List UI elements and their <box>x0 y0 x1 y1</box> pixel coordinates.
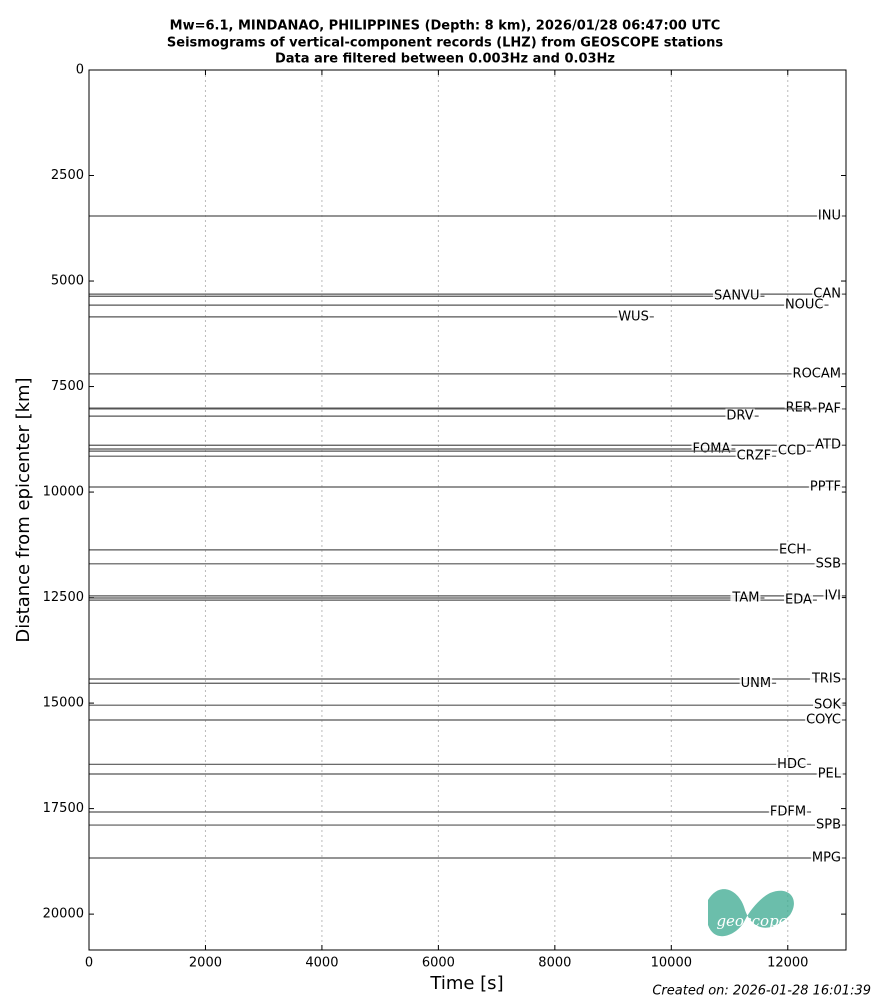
label-background <box>617 309 650 325</box>
label-background <box>783 297 825 313</box>
label-background <box>784 400 813 416</box>
x-tick-label: 4000 <box>305 956 338 971</box>
footer: Created on: 2026-01-28 16:01:39 <box>652 984 871 999</box>
station-label: CCD <box>778 444 806 459</box>
station-label: HDC <box>777 757 806 772</box>
label-background <box>791 366 842 382</box>
station-label: ECH <box>779 542 806 557</box>
station-label: FDFM <box>770 804 806 819</box>
label-background <box>816 208 842 224</box>
x-axis-label: Time [s] <box>429 973 503 994</box>
station-label: UNM <box>741 676 771 691</box>
station-label: MPG <box>812 850 841 865</box>
x-tick-label: 12000 <box>767 956 808 971</box>
label-background <box>776 756 808 772</box>
label-background <box>814 437 842 453</box>
y-axis-label: Distance from epicenter [km] <box>13 377 34 642</box>
label-background <box>810 850 842 866</box>
station-label: ROCAM <box>793 366 841 381</box>
label-background <box>691 441 732 457</box>
x-tick-label: 2000 <box>189 956 222 971</box>
station-label: WUS <box>618 309 649 324</box>
logo: geoscope <box>708 889 794 937</box>
label-background <box>808 479 842 495</box>
y-tick-label: 2500 <box>51 168 84 183</box>
station-label: FOMA <box>693 442 731 457</box>
label-background <box>712 288 761 304</box>
label-background <box>768 804 808 820</box>
y-tick-label: 10000 <box>43 485 84 500</box>
y-tick-label: 12500 <box>43 590 84 605</box>
station-label: EDA <box>785 593 812 608</box>
station-label: SANVU <box>714 289 760 304</box>
label-background <box>809 671 842 687</box>
y-tick-label: 0 <box>76 63 84 78</box>
label-background <box>823 588 842 604</box>
station-label: SSB <box>816 556 841 571</box>
y-tick-label: 20000 <box>43 907 84 922</box>
label-background <box>814 817 842 833</box>
logo-shape <box>708 889 794 937</box>
station-label: PPTF <box>810 479 841 494</box>
label-background <box>776 443 808 459</box>
station-label: ATD <box>815 438 841 453</box>
label-background <box>812 697 843 713</box>
station-label: SOK <box>814 698 841 713</box>
x-tick-label: 8000 <box>538 956 571 971</box>
label-background <box>777 542 808 558</box>
label-background <box>816 401 842 417</box>
x-tick-label: 0 <box>85 956 93 971</box>
x-tick-label: 6000 <box>422 956 455 971</box>
station-label: PEL <box>818 767 842 782</box>
chart-title: Data are filtered between 0.003Hz and 0.… <box>275 52 615 67</box>
y-tick-label: 17500 <box>43 801 84 816</box>
x-tick-label: 10000 <box>651 956 692 971</box>
y-tick-label: 7500 <box>51 379 84 394</box>
label-background <box>735 448 773 464</box>
label-background <box>816 766 843 782</box>
station-label: RER <box>786 401 812 416</box>
label-background <box>814 556 842 572</box>
station-label: CRZF <box>737 449 772 464</box>
label-background <box>783 592 813 608</box>
y-tick-label: 5000 <box>51 274 84 289</box>
plot-frame <box>88 69 847 951</box>
station-label: TAM <box>731 591 759 606</box>
station-label: NOUC <box>785 298 824 313</box>
chart-title: Mw=6.1, MINDANAO, PHILIPPINES (Depth: 8 … <box>170 19 721 34</box>
label-background <box>730 590 761 606</box>
station-label: TRIS <box>811 672 841 687</box>
label-background <box>739 675 773 691</box>
station-label: INU <box>818 209 841 224</box>
logo-text: geoscope <box>716 912 787 930</box>
station-label: SPB <box>816 818 841 833</box>
label-background <box>805 712 842 728</box>
y-tick-label: 15000 <box>43 696 84 711</box>
station-label: IVI <box>824 588 841 603</box>
station-label: COYC <box>806 712 841 727</box>
station-label: PAF <box>818 401 841 416</box>
label-background <box>725 408 755 424</box>
station-label: DRV <box>726 409 753 424</box>
chart-title: Seismograms of vertical-component record… <box>167 36 723 51</box>
